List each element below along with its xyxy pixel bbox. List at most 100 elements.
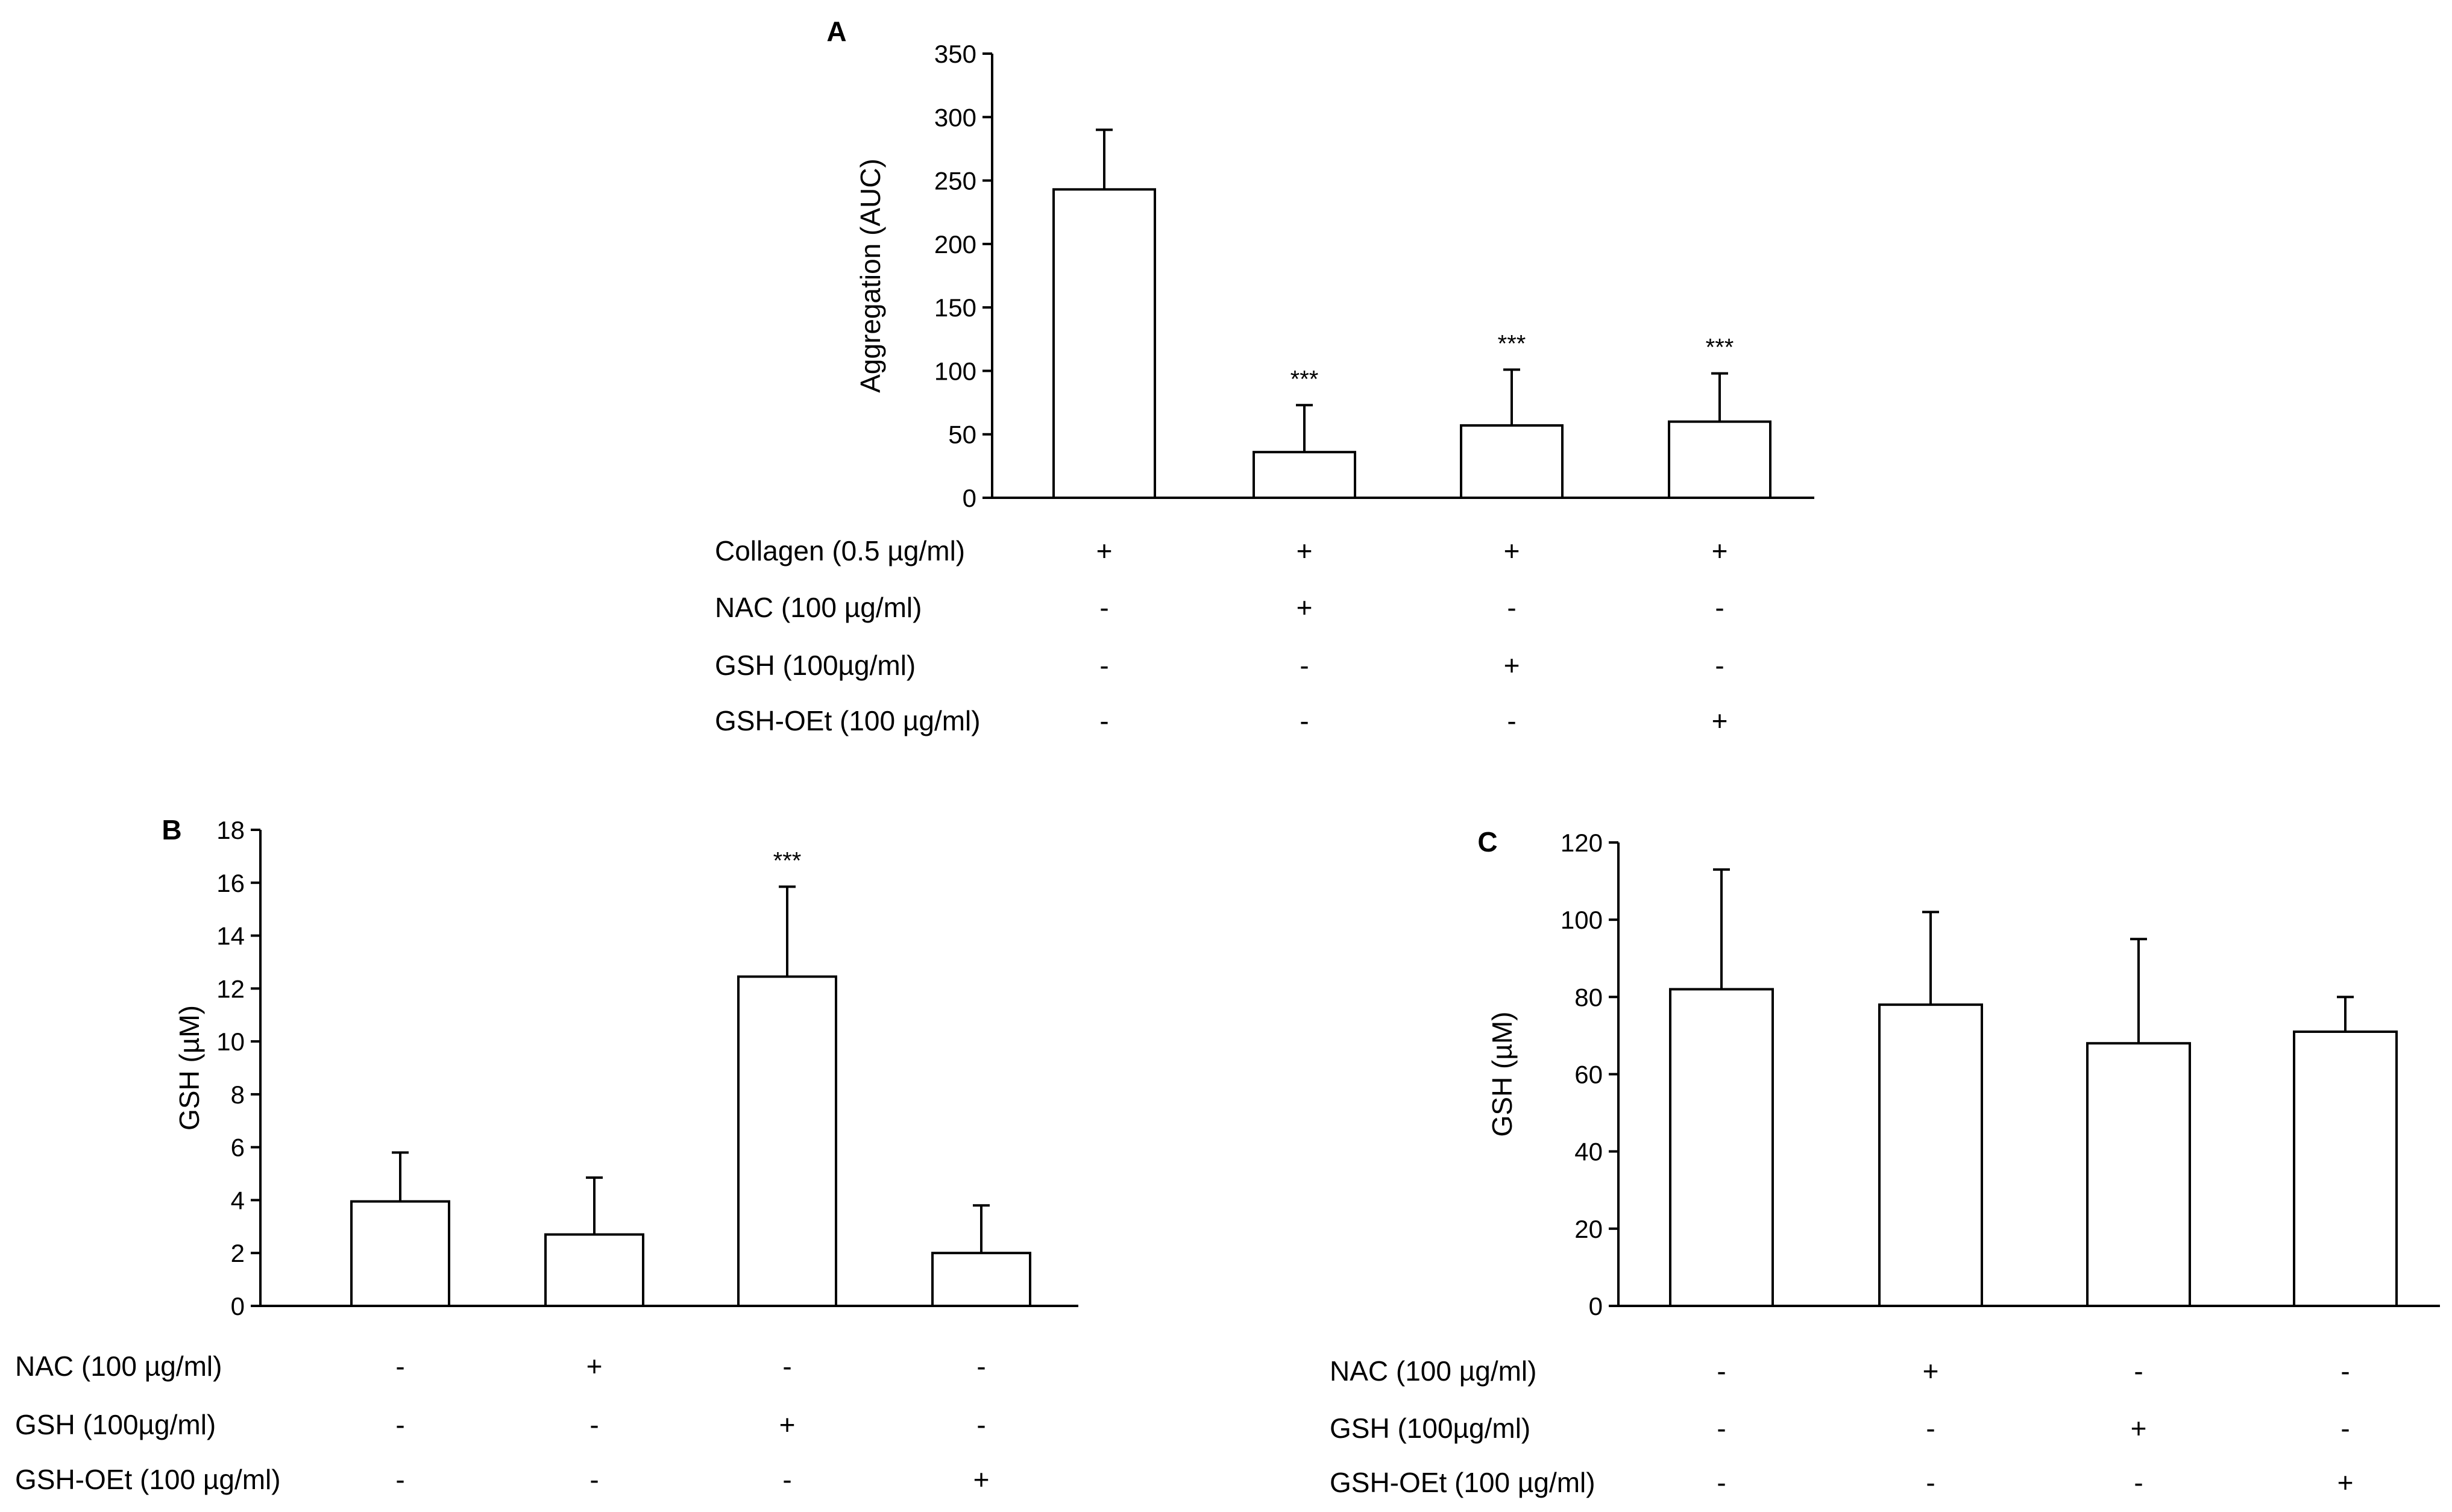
panel-b-letter: B bbox=[162, 814, 181, 845]
panel-b-bar bbox=[544, 1233, 644, 1307]
panel-c-bar bbox=[2293, 1030, 2398, 1307]
panel-c-y-tick-label: 20 bbox=[1574, 1215, 1603, 1243]
panel-b-condition-label: NAC (100 µg/ml) bbox=[15, 1350, 222, 1382]
panel-b-y-tick-label: 6 bbox=[231, 1134, 245, 1162]
panel-a-letter: A bbox=[826, 16, 846, 47]
panel-c-condition-mark: - bbox=[2134, 1355, 2143, 1387]
panel-a-condition-mark: - bbox=[1300, 705, 1309, 736]
panel-a-condition-mark: - bbox=[1507, 592, 1516, 623]
panel-a-y-tick-label: 300 bbox=[934, 103, 976, 131]
panel-c-condition-mark: - bbox=[1717, 1467, 1726, 1498]
panel-c-condition-mark: + bbox=[2131, 1413, 2147, 1444]
panel-a-condition-mark: + bbox=[1504, 650, 1520, 681]
panel-b-condition-mark: - bbox=[395, 1409, 404, 1440]
panel-c-condition-label: NAC (100 µg/ml) bbox=[1330, 1355, 1536, 1387]
panel-c-condition-mark: + bbox=[1923, 1355, 1939, 1387]
panel-a-condition-mark: - bbox=[1300, 650, 1309, 681]
panel-c-y-axis-label: GSH (µM) bbox=[1486, 1012, 1518, 1137]
panel-a-condition-mark: + bbox=[1297, 535, 1313, 566]
panel-c-y-tick-label: 60 bbox=[1574, 1061, 1603, 1089]
panel-b-y-tick-label: 4 bbox=[231, 1186, 245, 1214]
panel-a-condition-mark: - bbox=[1099, 705, 1108, 736]
panel-c-y-tick-label: 100 bbox=[1561, 906, 1603, 934]
panel-b-y-tick-label: 8 bbox=[231, 1081, 245, 1109]
panel-a-condition-mark: - bbox=[1507, 705, 1516, 736]
panel-b-y-tick-label: 14 bbox=[216, 922, 245, 950]
panel-b-bar bbox=[931, 1252, 1031, 1307]
panel-a-condition-mark: + bbox=[1712, 705, 1728, 736]
panel-b-condition-mark: - bbox=[976, 1409, 986, 1440]
panel-b-condition-mark: - bbox=[782, 1350, 791, 1382]
panel-a-condition-label: GSH (100µg/ml) bbox=[715, 650, 916, 681]
panel-c-bar bbox=[1669, 988, 1774, 1308]
panel-a-condition-label: NAC (100 µg/ml) bbox=[715, 592, 922, 623]
panel-b-y-axis-label: GSH (µM) bbox=[174, 1005, 205, 1131]
panel-a-condition-mark: + bbox=[1712, 535, 1728, 566]
panel-c-condition-label: GSH-OEt (100 µg/ml) bbox=[1330, 1467, 1595, 1498]
panel-b-significance-label: *** bbox=[773, 847, 802, 874]
panel-a-y-tick-label: 50 bbox=[948, 421, 976, 449]
panel-a-y-tick-label: 100 bbox=[934, 357, 976, 385]
panel-b-y-tick-label: 16 bbox=[216, 869, 245, 897]
panel-c-condition-mark: - bbox=[1926, 1413, 1935, 1444]
panel-c-condition-label: GSH (100µg/ml) bbox=[1330, 1413, 1530, 1444]
panel-c-condition-mark: - bbox=[1926, 1467, 1935, 1498]
panel-b-condition-mark: + bbox=[779, 1409, 796, 1440]
panel-a-condition-label: GSH-OEt (100 µg/ml) bbox=[715, 705, 981, 736]
panel-b-condition-mark: - bbox=[395, 1350, 404, 1382]
panel-b-condition-mark: - bbox=[782, 1464, 791, 1495]
panel-a-condition-mark: - bbox=[1715, 592, 1724, 623]
panel-c-bar bbox=[1878, 1003, 1983, 1308]
panel-b-condition-mark: - bbox=[976, 1350, 986, 1382]
panel-a-y-tick-label: 150 bbox=[934, 293, 976, 322]
panel-b-condition-label: GSH-OEt (100 µg/ml) bbox=[15, 1464, 281, 1495]
panel-b-condition-label: GSH (100µg/ml) bbox=[15, 1409, 216, 1440]
panel-b-bar bbox=[350, 1200, 450, 1308]
panel-a-condition-label: Collagen (0.5 µg/ml) bbox=[715, 535, 965, 566]
panel-a-bar bbox=[1253, 451, 1356, 499]
panel-a-y-tick-label: 350 bbox=[934, 40, 976, 68]
panel-c-y-tick-label: 120 bbox=[1561, 829, 1603, 857]
panel-a-condition-mark: - bbox=[1099, 592, 1108, 623]
panel-b: B 0 2 4 6 8 10 12 14 16 18 GSH (µM) *** NAC (100 µg/… bbox=[15, 814, 1078, 1495]
panel-a-bar bbox=[1668, 420, 1771, 500]
panel-b-y-tick-label: 10 bbox=[216, 1027, 245, 1056]
panel-c-condition-mark: - bbox=[2340, 1413, 2350, 1444]
panel-a-y-tick-label: 250 bbox=[934, 167, 976, 195]
panel-c-y-tick-label: 80 bbox=[1574, 983, 1603, 1011]
panel-b-y-tick-label: 0 bbox=[231, 1292, 245, 1320]
panel-a-condition-mark: + bbox=[1504, 535, 1520, 566]
panel-b-condition-mark: - bbox=[589, 1409, 599, 1440]
panel-c-bar bbox=[2086, 1042, 2191, 1307]
panel-b-condition-mark: + bbox=[973, 1464, 990, 1495]
panel-a: A 0 50 100 150 200 250 300 350 Aggregation (AUC)… bbox=[715, 16, 1814, 736]
panel-a-bar bbox=[1460, 424, 1564, 500]
panel-a-bar bbox=[1052, 188, 1156, 499]
panel-b-y-tick-label: 12 bbox=[216, 974, 245, 1003]
panel-c-y-tick-label: 0 bbox=[1589, 1292, 1603, 1320]
panel-b-condition-mark: - bbox=[395, 1464, 404, 1495]
panel-a-condition-mark: + bbox=[1096, 535, 1113, 566]
panel-c-condition-mark: - bbox=[2340, 1355, 2350, 1387]
panel-c-condition-mark: - bbox=[1717, 1413, 1726, 1444]
panel-b-condition-mark: + bbox=[586, 1350, 603, 1382]
panel-c-y-tick-label: 40 bbox=[1574, 1138, 1603, 1166]
panel-c-condition-mark: - bbox=[2134, 1467, 2143, 1498]
panel-a-condition-mark: + bbox=[1297, 592, 1313, 623]
panel-a-significance-label: *** bbox=[1706, 334, 1734, 361]
panel-a-condition-mark: - bbox=[1715, 650, 1724, 681]
panel-a-y-axis-label: Aggregation (AUC) bbox=[855, 158, 886, 393]
panel-b-y-tick-label: 18 bbox=[216, 816, 245, 844]
panel-b-condition-mark: - bbox=[589, 1464, 599, 1495]
panel-a-y-tick-label: 0 bbox=[963, 484, 976, 512]
panel-a-y-tick-label: 200 bbox=[934, 230, 976, 259]
panel-c-letter: C bbox=[1477, 826, 1497, 858]
panel-a-significance-label: *** bbox=[1290, 366, 1319, 392]
panel-c-condition-mark: - bbox=[1717, 1355, 1726, 1387]
panel-a-condition-mark: - bbox=[1099, 650, 1108, 681]
panel-c-condition-mark: + bbox=[2337, 1467, 2354, 1498]
panel-c: C 0 20 40 60 80 100 120 GSH (µM) NAC (100 µg/ml)… bbox=[1330, 826, 2440, 1498]
panel-b-bar bbox=[737, 975, 837, 1308]
panel-b-y-tick-label: 2 bbox=[231, 1239, 245, 1267]
